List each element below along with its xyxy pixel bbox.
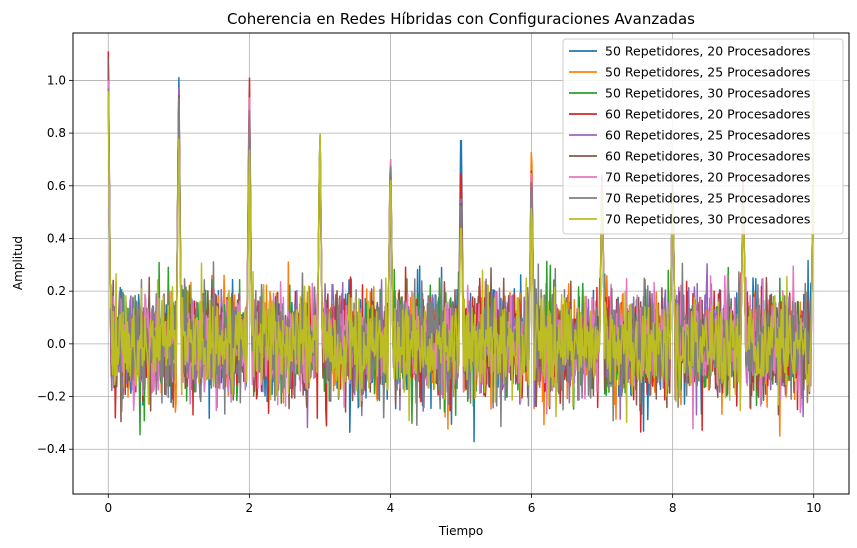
series-line	[107, 90, 815, 424]
x-ticks: 0 2 4 6 8 10	[104, 494, 821, 515]
legend-label: 70 Repetidores, 30 Procesadores	[605, 212, 810, 227]
x-tick-label: 8	[669, 501, 677, 515]
x-tick-label: 0	[104, 501, 112, 515]
legend-label: 60 Repetidores, 25 Procesadores	[605, 128, 810, 143]
legend-label: 50 Repetidores, 25 Procesadores	[605, 65, 810, 80]
y-tick-label: −0.2	[37, 390, 66, 404]
y-tick-label: 0.4	[47, 231, 66, 245]
y-tick-label: 1.0	[47, 73, 66, 87]
legend-label: 70 Repetidores, 20 Procesadores	[605, 170, 810, 185]
series-lines	[107, 51, 815, 443]
x-tick-label: 2	[246, 501, 254, 515]
y-tick-label: 0.8	[47, 126, 66, 140]
legend-label: 60 Repetidores, 30 Procesadores	[605, 149, 810, 164]
x-tick-label: 10	[806, 501, 821, 515]
legend-box	[562, 38, 844, 235]
legend-label: 50 Repetidores, 30 Procesadores	[605, 86, 810, 101]
y-ticks: −0.4 −0.2 0.0 0.2 0.4 0.6 0.8 1.0	[37, 73, 73, 456]
y-tick-label: −0.4	[37, 442, 66, 456]
y-tick-label: 0.0	[47, 337, 66, 351]
legend-label: 60 Repetidores, 20 Procesadores	[605, 107, 810, 122]
plot-frame	[72, 32, 850, 495]
legend: 50 Repetidores, 20 Procesadores 50 Repeti…	[562, 38, 844, 235]
y-axis-label: Amplitud	[11, 236, 25, 290]
x-tick-label: 4	[387, 501, 395, 515]
chart-title: Coherencia en Redes Híbridas con Configu…	[227, 10, 695, 28]
legend-label: 70 Repetidores, 25 Procesadores	[605, 191, 810, 206]
y-tick-label: 0.2	[47, 284, 66, 298]
x-axis-label: Tiempo	[438, 524, 483, 538]
legend-label: 50 Repetidores, 20 Procesadores	[605, 44, 810, 59]
y-tick-label: 0.6	[47, 179, 66, 193]
x-tick-label: 6	[528, 501, 536, 515]
